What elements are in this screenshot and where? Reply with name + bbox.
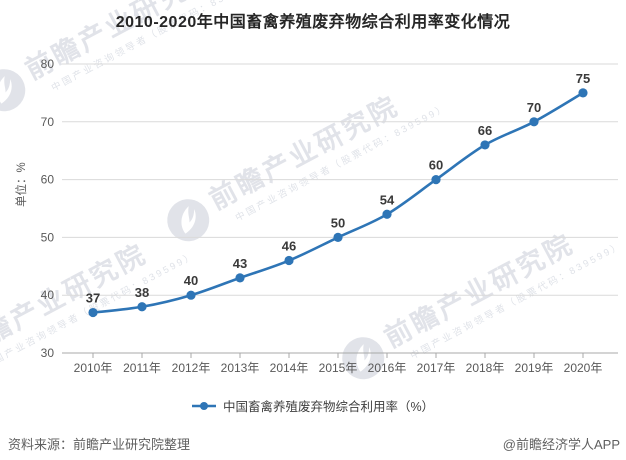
x-tick-label: 2018年 [466, 361, 505, 375]
data-point[interactable] [88, 307, 98, 318]
data-point[interactable] [235, 273, 245, 283]
x-tick-label: 2017年 [417, 361, 456, 375]
data-point-label: 75 [576, 71, 590, 86]
data-point-label: 50 [331, 215, 345, 230]
y-tick-label: 70 [41, 115, 55, 129]
data-source-text: 资料来源：前瞻产业研究院整理 [8, 437, 191, 452]
x-tick-label: 2016年 [368, 361, 407, 375]
data-point[interactable] [284, 255, 294, 266]
data-point[interactable] [382, 209, 392, 219]
data-point-label: 40 [184, 273, 198, 288]
x-tick-label: 2020年 [564, 361, 603, 375]
data-point[interactable] [529, 117, 539, 127]
data-point-label: 46 [282, 239, 296, 254]
y-tick-label: 60 [41, 173, 55, 187]
x-tick-label: 2013年 [221, 361, 260, 375]
data-point[interactable] [333, 232, 343, 242]
y-tick-label: 80 [41, 57, 55, 71]
x-tick-label: 2011年 [123, 361, 161, 375]
legend-label: 中国畜禽养殖废弃物综合利用率（%） [222, 400, 435, 414]
data-point-label: 66 [478, 123, 492, 138]
data-point-label: 37 [86, 291, 100, 306]
data-point-label: 38 [135, 285, 149, 300]
x-tick-label: 2012年 [172, 361, 211, 375]
data-point[interactable] [186, 290, 196, 300]
data-point[interactable] [480, 140, 490, 150]
data-point-label: 54 [380, 192, 395, 207]
data-point-label: 70 [527, 100, 541, 115]
x-tick-label: 2019年 [515, 361, 554, 375]
data-point[interactable] [137, 302, 147, 312]
x-tick-label: 2014年 [270, 361, 309, 375]
data-point-label: 43 [233, 256, 247, 271]
data-point-label: 60 [429, 158, 443, 173]
y-tick-label: 50 [41, 230, 55, 244]
y-tick-label: 40 [41, 288, 55, 302]
x-tick-label: 2015年 [319, 361, 358, 375]
chart-legend[interactable]: 中国畜禽养殖废弃物综合利用率（%） [0, 396, 626, 415]
credit-text: @前瞻经济学人APP [502, 437, 620, 452]
series-line [91, 91, 585, 314]
legend-line-marker-icon [191, 401, 216, 410]
x-tick-label: 2010年 [74, 361, 113, 375]
data-point[interactable] [431, 175, 441, 185]
y-axis-unit-label: 单位：% [16, 162, 28, 207]
y-tick-label: 30 [41, 346, 55, 360]
data-point[interactable] [578, 88, 588, 98]
chart-title: 2010-2020年中国畜禽养殖废弃物综合利用率变化情况 [115, 14, 511, 31]
